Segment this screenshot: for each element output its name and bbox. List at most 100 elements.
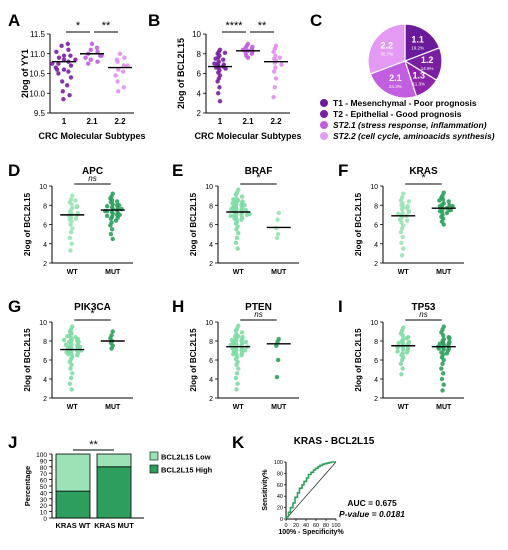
panel-letter-k: K [232, 433, 245, 452]
data-point [275, 339, 280, 345]
legend-label: ST2.1 (stress response, inflammation) [333, 120, 487, 130]
panel-letter-d: D [8, 161, 20, 180]
data-point [223, 66, 228, 71]
data-point [122, 55, 127, 60]
p-value-annotation: P-value = 0.0181 [339, 509, 405, 519]
x-tick-label: WT [398, 269, 410, 276]
x-tick-label: 20 [293, 523, 299, 529]
data-point [121, 63, 127, 68]
pie-slice-percent: 11.3% [413, 81, 425, 86]
data-point [440, 361, 445, 366]
y-tick-label: 100 [36, 452, 47, 459]
data-point [83, 55, 88, 60]
data-point [271, 49, 276, 54]
y-tick-label: 6 [374, 223, 378, 230]
data-point [222, 50, 228, 55]
data-point [69, 241, 74, 246]
data-point [450, 204, 455, 209]
legend-swatch [320, 110, 328, 118]
data-point [114, 199, 120, 204]
data-point [233, 375, 239, 381]
y-axis-title: 2log of BCL2L15 [23, 328, 32, 392]
pie-slice-label: 2.1 [389, 73, 402, 83]
y-tick-label: 4 [209, 377, 213, 384]
x-tick-label: MUT [436, 269, 452, 276]
chart-e: 2 4 6 8 10 2log of BCL2L15 WT MUT BRAF* [189, 166, 299, 276]
bar-segment [96, 453, 132, 468]
data-point [86, 61, 91, 66]
data-point [109, 346, 114, 351]
y-tick-label: 11.5 [30, 30, 46, 39]
chart-a: 9.5 10.0 10.5 11.0 11.5 2log of YY1 1 2.1 2.2 CRC… [20, 20, 146, 141]
data-point [125, 63, 130, 68]
x-tick-label: 40 [303, 523, 309, 529]
data-point [99, 53, 104, 58]
data-point [243, 207, 249, 213]
panel-letter-g: G [8, 297, 21, 316]
data-point [65, 334, 70, 339]
chart-title: PTEN [245, 302, 272, 313]
data-point [66, 69, 71, 74]
y-tick-label: 10 [40, 510, 48, 517]
data-point [68, 63, 74, 68]
data-point [60, 89, 65, 94]
data-point [239, 194, 245, 199]
data-point [116, 89, 121, 94]
data-point [399, 240, 404, 245]
legend-swatch [149, 464, 159, 474]
data-point [441, 382, 446, 387]
data-point [54, 49, 59, 54]
data-point [232, 350, 237, 355]
y-axis-title: Percentage [23, 466, 32, 506]
data-point [249, 51, 254, 56]
data-point [447, 335, 452, 341]
data-point [404, 335, 409, 341]
data-point [115, 215, 120, 220]
data-point [231, 197, 236, 202]
data-point [399, 357, 405, 363]
y-tick-label: 2 [43, 396, 47, 403]
chart-title: KRAS [409, 166, 438, 177]
data-point [275, 357, 281, 363]
data-point [233, 328, 239, 333]
data-point [398, 361, 404, 366]
data-point [61, 57, 67, 62]
data-point [70, 226, 75, 231]
significance-label: ** [102, 20, 111, 32]
data-point [233, 192, 239, 197]
data-point [243, 348, 248, 353]
data-point [404, 218, 410, 223]
legend-label: ST2.2 (cell cycle, aminoacids synthesis) [333, 131, 495, 141]
y-tick-label: 20 [40, 503, 48, 510]
y-axis-title: Sensitivity% [262, 469, 269, 511]
data-point [444, 351, 450, 356]
data-point [233, 240, 239, 245]
significance-label: ns [419, 310, 427, 319]
data-point [274, 374, 280, 380]
data-point [276, 210, 281, 216]
y-tick-label: 2 [374, 261, 378, 268]
y-tick-label: 6 [197, 70, 202, 79]
data-point [234, 362, 239, 367]
data-point [68, 248, 73, 253]
bar-segment [96, 466, 132, 519]
significance-label: ns [88, 174, 96, 183]
data-point [395, 349, 400, 354]
data-point [68, 53, 73, 58]
data-point [439, 366, 444, 371]
data-point [68, 75, 74, 80]
data-point [67, 93, 72, 98]
data-point [114, 57, 120, 62]
x-tick-label: MUT [105, 269, 121, 276]
y-tick-label: 8 [209, 203, 213, 210]
x-tick-label: 2.1 [86, 117, 98, 126]
pie-slice [404, 23, 441, 62]
data-point [234, 235, 240, 241]
data-point [56, 61, 61, 66]
data-point [104, 204, 110, 209]
pie-slice-percent: 14.5% [421, 66, 434, 71]
panel-letter-i: I [338, 297, 343, 316]
panel-letter-h: H [172, 297, 184, 316]
data-point [68, 230, 74, 235]
y-axis-title: 2log of YY1 [20, 49, 30, 98]
